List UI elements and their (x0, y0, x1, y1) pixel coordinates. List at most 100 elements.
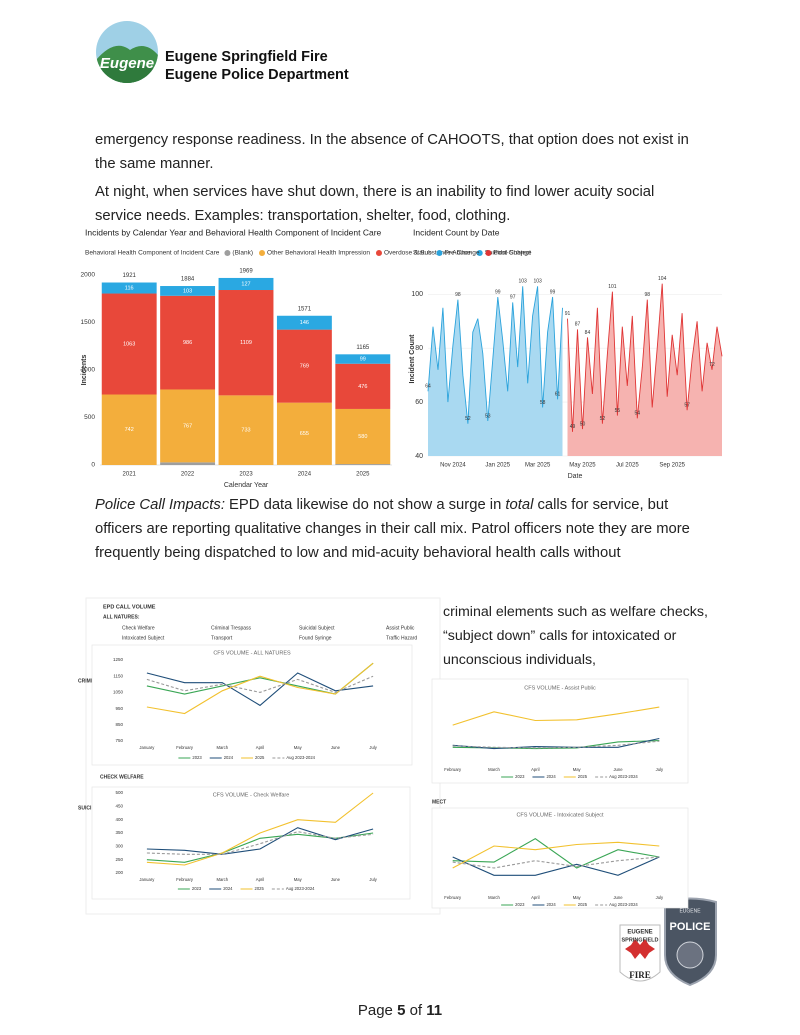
x-tick-label: June (331, 745, 341, 750)
data-label: 58 (540, 400, 546, 406)
nature-label: Suicidal Subject (299, 625, 335, 631)
badge-text: FIRE (629, 970, 651, 980)
x-tick-label: January (139, 745, 155, 750)
x-tick-label: April (531, 895, 539, 900)
legend-label: Aug 2023-2024 (286, 886, 315, 891)
text-run: EPD data likewise do not show a surge in (224, 497, 506, 513)
x-tick-label: April (531, 767, 539, 772)
series-line (452, 841, 660, 869)
logo-text: Eugene (100, 55, 154, 72)
text-run: total (505, 497, 534, 513)
data-label: 97 (510, 295, 516, 301)
data-label: 98 (455, 292, 461, 298)
legend-label: 2025 (255, 886, 265, 891)
y-tick-label: 40 (415, 453, 423, 460)
y-tick-label: 60 (415, 399, 423, 406)
data-label: 87 (575, 322, 581, 328)
series-line (146, 831, 374, 855)
y-tick-label: 750 (115, 738, 123, 743)
x-tick-label: May (294, 877, 303, 882)
data-label: 99 (360, 356, 366, 362)
legend-swatch (436, 250, 443, 256)
data-label: 52 (465, 416, 471, 422)
nature-label: Check Welfare (122, 625, 155, 631)
y-tick-label: 300 (115, 844, 123, 849)
bar-segment (335, 354, 391, 364)
x-tick-label: 2022 (181, 472, 195, 478)
x-tick-label: 2025 (356, 472, 370, 478)
legend-label: 2023 (192, 755, 202, 760)
bar-segment (160, 286, 216, 296)
badge-seal (676, 941, 704, 969)
x-tick-label: May 2025 (569, 463, 596, 469)
total-label: 1165 (356, 345, 370, 351)
data-label: 767 (183, 423, 192, 429)
y-tick-label: 200 (115, 870, 123, 875)
y-tick-label: 2000 (81, 272, 96, 279)
bar-segment (335, 408, 391, 465)
x-axis-label: Date (568, 473, 583, 480)
header-line: Eugene Police Department (165, 67, 349, 83)
y-tick-label: 1500 (81, 319, 96, 326)
data-label: 103 (533, 279, 542, 285)
data-label: 64 (425, 384, 431, 390)
x-tick-label: Nov 2024 (440, 463, 466, 469)
bar-segment (335, 464, 391, 465)
bar-segment (101, 293, 157, 395)
x-tick-label: February (176, 745, 194, 750)
line (567, 283, 723, 432)
data-label: 72 (709, 362, 715, 368)
x-tick-label: Jan 2025 (485, 463, 510, 469)
bar-segment (218, 277, 274, 291)
bar-segment (335, 363, 391, 409)
badge-text: POLICE (670, 921, 711, 933)
fragment-label: CRIMI (78, 678, 93, 684)
panel-subtitle: ALL NATURES: (103, 614, 140, 620)
chart-box (91, 786, 411, 900)
legend-label: 2025 (578, 774, 588, 779)
data-label: 103 (183, 288, 192, 294)
footer-text: of (409, 1002, 423, 1019)
series-line (452, 856, 660, 876)
line (427, 286, 563, 424)
chart-box (431, 678, 689, 784)
area (428, 286, 563, 456)
x-tick-label: 2023 (239, 472, 253, 478)
data-label: 986 (183, 340, 192, 346)
paragraph: emergency response readiness. In the abs… (95, 132, 689, 172)
data-label: 476 (358, 384, 367, 390)
logo (96, 21, 158, 83)
chart-title: CFS VOLUME - Assist Public (524, 685, 596, 691)
y-tick-label: 1050 (113, 690, 124, 695)
legend-title: Status (413, 250, 432, 257)
legend-swatch (224, 250, 231, 256)
series-line (452, 838, 660, 869)
data-label: 52 (600, 416, 606, 422)
legend-swatch (375, 250, 382, 256)
badge-text: EUGENE (679, 908, 701, 914)
data-label: 91 (565, 311, 571, 317)
nature-label: Found Syringe (299, 635, 332, 641)
x-tick-label: May (573, 767, 582, 772)
x-tick-label: May (573, 895, 582, 900)
data-label: 61 (555, 392, 561, 398)
legend-swatch (485, 250, 492, 256)
legend-title: Behavioral Health Component of Incident … (85, 250, 220, 257)
x-axis-label: Calendar Year (224, 482, 269, 489)
data-label: 53 (485, 413, 491, 419)
x-tick-label: March (488, 767, 500, 772)
series-line (146, 827, 374, 855)
nature-label: Assist Public (386, 625, 415, 631)
paragraph: Police Call Impacts: EPD data likewise d… (95, 493, 695, 565)
legend-label: Other Behavioral Health Impression (267, 250, 370, 257)
data-label: 101 (608, 284, 617, 290)
x-tick-label: February (444, 895, 462, 900)
data-label: 55 (615, 408, 621, 414)
legend-label: Aug 2023-2024 (286, 755, 315, 760)
chart-title: CFS VOLUME - Intoxicated Subject (516, 812, 604, 818)
badge-text: EUGENE (627, 930, 652, 936)
footer-pages: 11 (426, 1002, 443, 1019)
data-label: 655 (300, 431, 309, 437)
header-line: Eugene Springfield Fire (165, 49, 328, 65)
